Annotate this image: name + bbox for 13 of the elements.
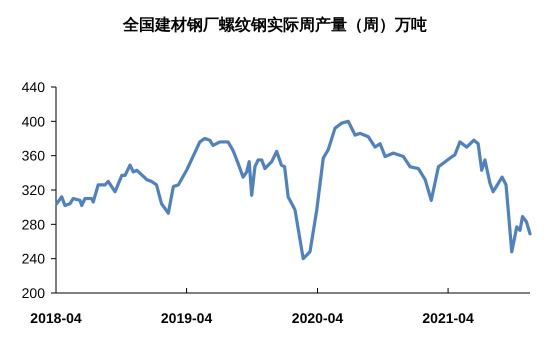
y-tick-label: 320 <box>22 182 46 198</box>
y-tick-label: 440 <box>22 79 46 95</box>
chart-title: 全国建材钢厂螺纹钢实际周产量（周）万吨 <box>122 16 427 34</box>
x-tick-label: 2019-04 <box>160 310 212 326</box>
x-tick-label: 2018-04 <box>30 310 82 326</box>
x-tick-label: 2020-04 <box>292 310 344 326</box>
y-tick-label: 280 <box>22 216 46 232</box>
y-tick-label: 400 <box>22 113 46 130</box>
x-tick-label: 2021-04 <box>422 310 474 326</box>
line-series <box>55 120 532 260</box>
y-tick-label: 360 <box>22 148 46 164</box>
y-tick-label: 200 <box>22 285 46 301</box>
y-tick-label: 240 <box>22 250 46 267</box>
